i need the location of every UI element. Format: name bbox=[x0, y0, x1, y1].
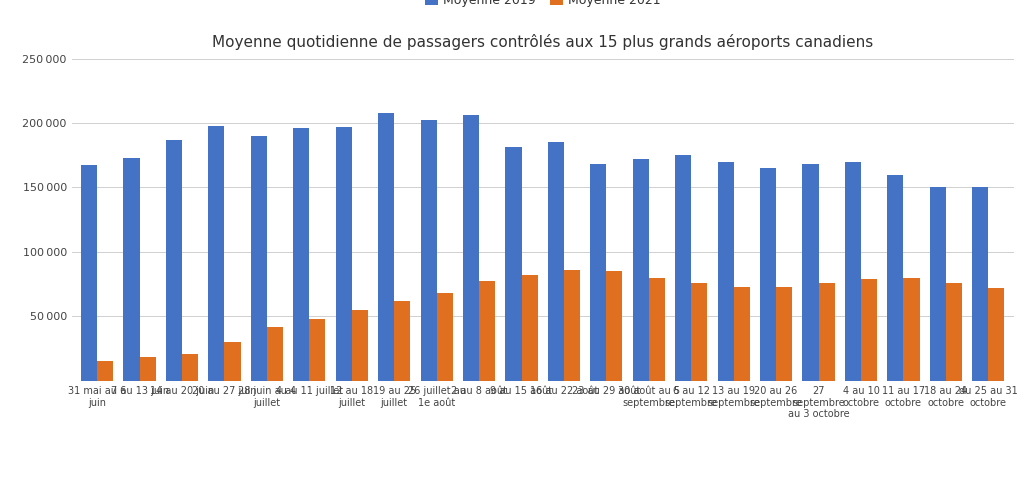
Bar bbox=[633, 159, 649, 381]
Bar bbox=[691, 283, 708, 381]
Bar bbox=[590, 164, 606, 381]
Legend: Moyenne 2019, Moyenne 2021: Moyenne 2019, Moyenne 2021 bbox=[425, 0, 660, 7]
Bar bbox=[182, 354, 198, 381]
Bar bbox=[888, 175, 903, 381]
Bar bbox=[606, 271, 623, 381]
Bar bbox=[208, 125, 224, 381]
Bar bbox=[394, 301, 411, 381]
Bar bbox=[760, 168, 776, 381]
Bar bbox=[436, 293, 453, 381]
Bar bbox=[166, 140, 182, 381]
Bar bbox=[378, 113, 394, 381]
Bar bbox=[309, 319, 326, 381]
Title: Moyenne quotidienne de passagers contrôlés aux 15 plus grands aéroports canadien: Moyenne quotidienne de passagers contrôl… bbox=[212, 35, 873, 50]
Bar bbox=[352, 310, 368, 381]
Bar bbox=[521, 275, 538, 381]
Bar bbox=[139, 357, 156, 381]
Bar bbox=[564, 270, 580, 381]
Bar bbox=[718, 162, 733, 381]
Bar bbox=[124, 158, 139, 381]
Bar bbox=[421, 121, 436, 381]
Bar bbox=[97, 361, 114, 381]
Bar bbox=[336, 127, 352, 381]
Bar bbox=[251, 136, 267, 381]
Bar bbox=[463, 115, 479, 381]
Bar bbox=[946, 283, 962, 381]
Bar bbox=[81, 165, 97, 381]
Bar bbox=[267, 326, 283, 381]
Bar bbox=[988, 288, 1005, 381]
Bar bbox=[972, 187, 988, 381]
Bar bbox=[803, 164, 818, 381]
Bar bbox=[548, 142, 564, 381]
Bar bbox=[733, 286, 750, 381]
Bar bbox=[845, 162, 861, 381]
Bar bbox=[293, 128, 309, 381]
Bar bbox=[903, 278, 920, 381]
Bar bbox=[861, 279, 878, 381]
Bar bbox=[506, 147, 521, 381]
Bar bbox=[675, 155, 691, 381]
Bar bbox=[649, 278, 665, 381]
Bar bbox=[818, 283, 835, 381]
Bar bbox=[930, 187, 946, 381]
Bar bbox=[479, 282, 496, 381]
Bar bbox=[224, 342, 241, 381]
Bar bbox=[776, 286, 793, 381]
